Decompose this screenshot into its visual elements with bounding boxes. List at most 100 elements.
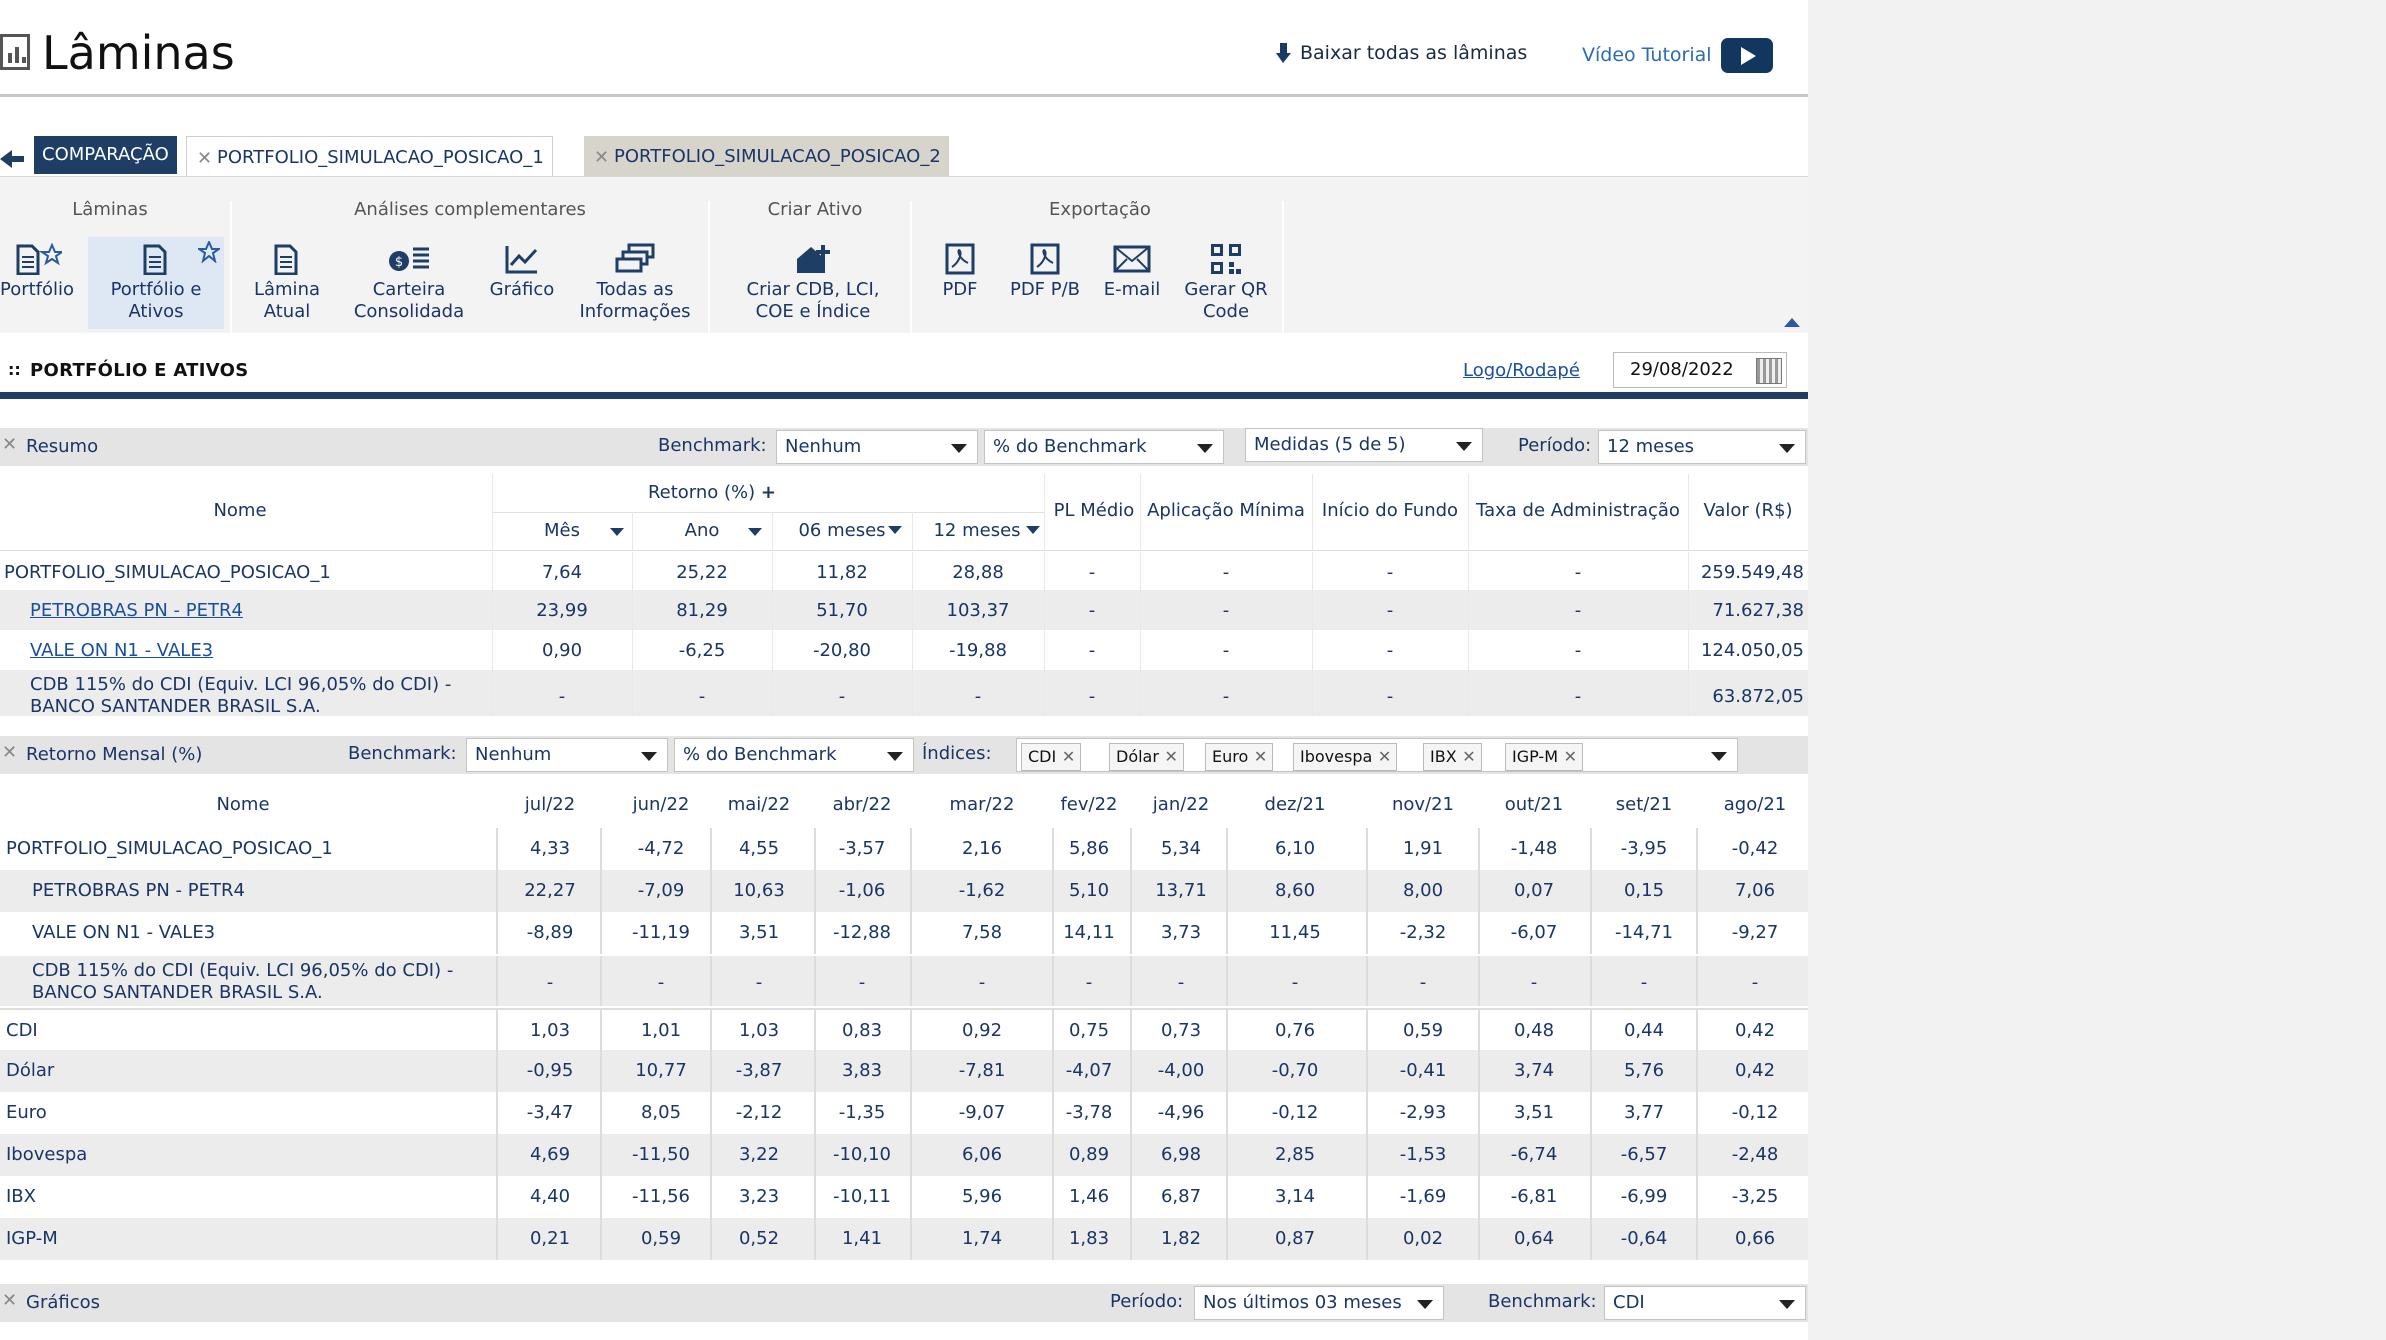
sort-icon[interactable] [748, 528, 762, 536]
row-name-line: CDI [6, 1020, 38, 1041]
chip-ibx: IBX ✕ [1423, 743, 1482, 771]
col-month: nov/21 [1391, 794, 1455, 815]
col-06-meses[interactable]: 06 meses [798, 520, 886, 541]
sort-icon[interactable] [888, 526, 902, 534]
sort-icon[interactable] [1026, 526, 1040, 534]
cell-m06: 51,70 [816, 600, 868, 621]
cell-pl: - [1088, 562, 1096, 583]
retorno-mensal-label: Retorno Mensal (%) [26, 744, 203, 765]
retorno-label: Retorno (%) [647, 482, 756, 503]
close-icon[interactable]: ✕ [1164, 747, 1178, 766]
sort-icon[interactable] [610, 528, 624, 536]
benchmark-select[interactable]: CDI [1604, 1286, 1806, 1320]
benchmark-label: Benchmark: [348, 743, 457, 764]
play-icon[interactable] [1721, 38, 1773, 73]
cell-value: 22,27 [524, 880, 576, 901]
col-mes[interactable]: Mês [544, 520, 580, 541]
chip-label: IBX [1430, 747, 1457, 766]
cell-value: - [858, 972, 866, 993]
portfolio-button[interactable]: Portfólio [0, 243, 74, 301]
tab-label: PORTFOLIO_SIMULACAO_POSICAO_1 [217, 147, 544, 168]
tab-portfolio-2[interactable]: ✕ PORTFOLIO_SIMULACAO_POSICAO_2 [584, 136, 949, 176]
tab-portfolio-1[interactable]: ✕ PORTFOLIO_SIMULACAO_POSICAO_1 [186, 136, 553, 176]
periodo-label: Período: [1518, 435, 1592, 456]
cell-taxa: - [1574, 600, 1582, 621]
cell-value: - [1640, 972, 1648, 993]
col-12-meses[interactable]: 12 meses [933, 520, 1021, 541]
pdf-button[interactable]: PDF [930, 243, 990, 301]
back-arrow-icon[interactable] [0, 146, 24, 170]
cell-valor: 124.050,05 [1700, 640, 1804, 661]
chip-label: IGP-M [1512, 747, 1558, 766]
tab-comparacao[interactable]: COMPARAÇÃO [34, 136, 177, 174]
page-title: Lâminas [42, 26, 235, 80]
close-icon[interactable]: ✕ [2, 1290, 18, 1311]
star-icon[interactable] [198, 241, 220, 263]
todas-label-1: Todas as [596, 279, 674, 300]
close-icon[interactable]: ✕ [594, 147, 610, 168]
col-month: abr/22 [832, 794, 892, 815]
cell-value: - [1530, 972, 1538, 993]
benchmark-select[interactable]: Nenhum [466, 738, 668, 772]
download-all-button[interactable]: Baixar todas as lâminas [1276, 42, 1527, 64]
report-icon [0, 34, 30, 70]
collapse-toolbar-icon[interactable] [1784, 318, 1800, 327]
row-name: IBX [6, 1186, 36, 1208]
carteira-consolidada-button[interactable]: $ Carteira Consolidada [350, 243, 468, 323]
row-name: CDB 115% do CDI (Equiv. LCI 96,05% do CD… [30, 674, 451, 718]
pdf-icon [1030, 243, 1060, 275]
col-month: ago/21 [1723, 794, 1787, 815]
indices-multiselect[interactable]: CDI ✕ Dólar ✕ Euro ✕ Ibovespa ✕ IBX ✕ IGP-M ✕ [1016, 738, 1738, 772]
pdf-pb-button[interactable]: PDF P/B [1004, 243, 1086, 301]
retorno-mensal-bar: ✕ Retorno Mensal (%) Benchmark: Nenhum %… [0, 736, 1808, 774]
asset-link[interactable]: VALE ON N1 - VALE3 [30, 640, 214, 661]
qr-code-button[interactable]: Gerar QR Code [1176, 243, 1276, 323]
cell-value: -6,81 [1510, 1186, 1558, 1207]
cell-value: 0,64 [1513, 1228, 1555, 1249]
close-icon[interactable]: ✕ [197, 148, 213, 169]
video-tutorial-link[interactable]: Vídeo Tutorial [1582, 44, 1712, 66]
cell-value: - [1177, 972, 1185, 993]
grafico-button[interactable]: Gráfico [484, 243, 560, 301]
stacked-windows-icon [615, 243, 655, 273]
close-icon[interactable]: ✕ [1563, 747, 1577, 766]
close-icon[interactable]: ✕ [1462, 747, 1476, 766]
email-button[interactable]: E-mail [1096, 243, 1168, 301]
todas-informacoes-button[interactable]: Todas as Informações [572, 243, 698, 323]
divider [0, 94, 1808, 97]
cell-valor: 71.627,38 [1712, 600, 1804, 621]
pct-benchmark-select[interactable]: % do Benchmark [984, 430, 1224, 464]
close-icon[interactable]: ✕ [1253, 747, 1268, 766]
date-field[interactable]: 29/08/2022 [1613, 352, 1787, 388]
criar-ativo-button[interactable]: Criar CDB, LCI, COE e Índice [734, 243, 892, 323]
logo-rodape-link[interactable]: Logo/Rodapé [1463, 360, 1580, 381]
plus-icon[interactable]: + [760, 482, 777, 503]
cell-ano: - [698, 686, 706, 707]
lamina-atual-button[interactable]: Lâmina Atual [246, 243, 328, 323]
pct-benchmark-select[interactable]: % do Benchmark [674, 738, 914, 772]
calendar-icon[interactable] [1756, 358, 1782, 384]
asset-link[interactable]: PETROBRAS PN - PETR4 [30, 600, 243, 621]
chip-cdi: CDI ✕ [1021, 743, 1082, 771]
benchmark-select[interactable]: Nenhum [776, 430, 978, 464]
cell-value: 8,05 [640, 1102, 682, 1123]
col-month: out/21 [1504, 794, 1564, 815]
medidas-select[interactable]: Medidas (5 de 5) [1245, 428, 1483, 462]
col-ano[interactable]: Ano [684, 520, 720, 541]
portfolio-ativos-button[interactable]: Portfólio e Ativos [88, 237, 224, 329]
periodo-select[interactable]: 12 meses [1598, 430, 1806, 464]
close-icon[interactable]: ✕ [2, 742, 18, 763]
document-star-icon [16, 243, 62, 275]
medidas-value: Medidas (5 de 5) [1254, 434, 1406, 455]
lamina-atual-label-2: Atual [263, 301, 311, 322]
close-icon[interactable]: ✕ [2, 434, 18, 455]
cell-value: 1,74 [961, 1228, 1003, 1249]
cell-value: 4,33 [529, 838, 571, 859]
close-icon[interactable]: ✕ [1377, 747, 1392, 766]
chip-ibovespa: Ibovespa ✕ [1293, 743, 1398, 771]
close-icon[interactable]: ✕ [1061, 747, 1076, 766]
col-month: set/21 [1615, 794, 1673, 815]
periodo-select[interactable]: Nos últimos 03 meses [1194, 1286, 1444, 1320]
table-row: Euro -3,47 8,05 -2,12 -1,35 -9,07 -3,78 -4,96 -0… [0, 1092, 1808, 1134]
download-icon [1276, 43, 1291, 63]
